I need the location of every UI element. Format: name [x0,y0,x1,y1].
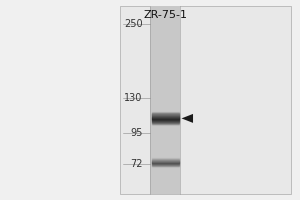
Text: 250: 250 [124,19,142,29]
Text: 130: 130 [124,93,142,103]
Text: 95: 95 [130,128,142,138]
Polygon shape [182,114,193,123]
Bar [150,6,180,194]
Text: 72: 72 [130,159,142,169]
Text: ZR-75-1: ZR-75-1 [143,10,187,20]
Bar [120,6,291,194]
